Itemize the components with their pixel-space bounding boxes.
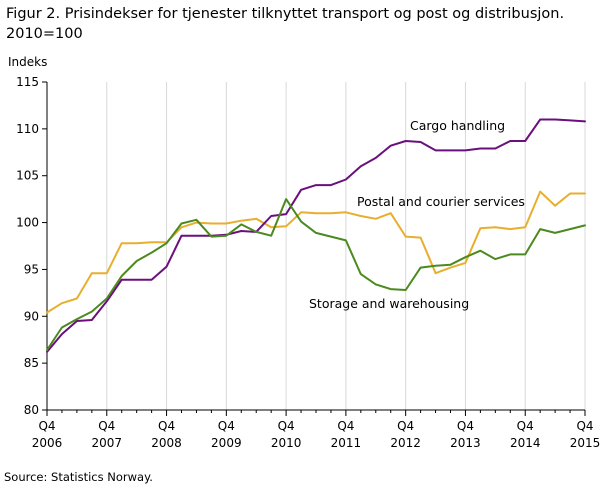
x-tick-label-year: 2008 — [151, 436, 182, 450]
x-tick-label-year: 2012 — [390, 436, 421, 450]
figure-title: Figur 2. Prisindekser for tjenester tilk… — [6, 4, 596, 44]
series-line-storage-and-warehousing — [46, 198, 586, 351]
x-tick-label-quarter: Q4 — [576, 419, 593, 433]
x-tick-label-quarter: Q4 — [397, 419, 414, 433]
x-tick-label-quarter: Q4 — [337, 419, 354, 433]
x-tick-label-year: 2010 — [271, 436, 302, 450]
x-tick-label-year: 2006 — [32, 436, 63, 450]
x-tick-label-year: 2011 — [331, 436, 362, 450]
x-tick-label-quarter: Q4 — [38, 419, 55, 433]
series-line-postal-and-courier-services — [46, 190, 586, 314]
x-tick-label-quarter: Q4 — [98, 419, 115, 433]
series-line-cargo-handling — [46, 118, 586, 353]
x-tick-label-quarter: Q4 — [517, 419, 534, 433]
y-tick-label: 90 — [24, 309, 39, 323]
y-tick-label: 105 — [16, 169, 39, 183]
x-tick-label-quarter: Q4 — [278, 419, 295, 433]
y-tick-label: 95 — [24, 262, 39, 276]
source-note: Source: Statistics Norway. — [4, 470, 153, 484]
x-tick-label-quarter: Q4 — [158, 419, 175, 433]
x-tick-label-year: 2014 — [510, 436, 541, 450]
series-label-storage-and-warehousing: Storage and warehousing — [309, 296, 469, 311]
figure-title-line1: Figur 2. Prisindekser for tjenester tilk… — [6, 6, 565, 22]
x-tick-label-quarter: Q4 — [457, 419, 474, 433]
x-tick-label-year: 2013 — [450, 436, 481, 450]
x-tick-label-quarter: Q4 — [218, 419, 235, 433]
y-tick-label: 85 — [24, 356, 39, 370]
y-tick-label: 115 — [16, 75, 39, 89]
x-tick-label-year: 2009 — [211, 436, 242, 450]
x-tick-label-year: 2015 — [570, 436, 601, 450]
figure-title-line2: 2010=100 — [6, 26, 83, 42]
y-tick-label: 100 — [16, 216, 39, 230]
series-label-cargo-handling: Cargo handling — [410, 118, 505, 133]
series-label-postal-and-courier-services: Postal and courier services — [357, 194, 525, 209]
y-axis-label: Indeks — [8, 55, 47, 69]
x-tick-label-year: 2007 — [92, 436, 123, 450]
y-tick-label: 110 — [16, 122, 39, 136]
y-tick-label: 80 — [24, 403, 39, 417]
